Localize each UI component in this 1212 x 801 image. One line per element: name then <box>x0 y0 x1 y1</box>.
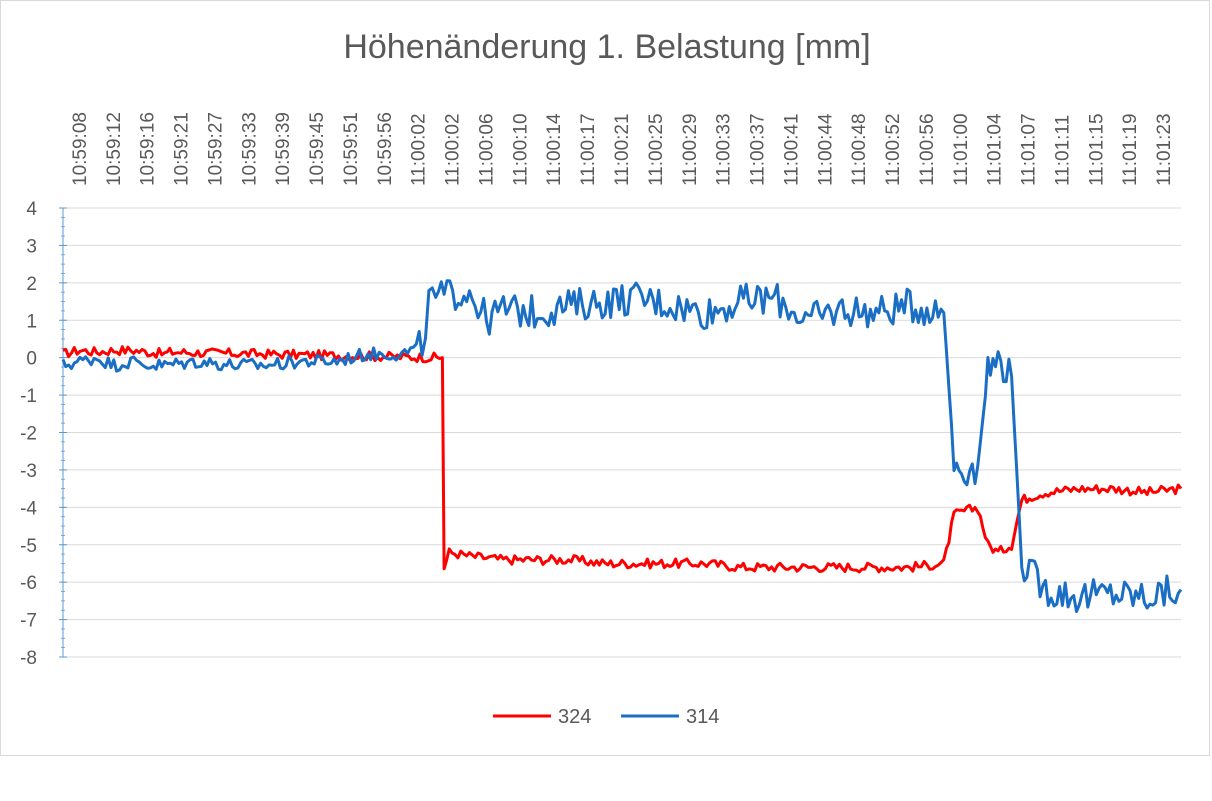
x-tick-label: 11:00:44 <box>815 113 836 186</box>
y-tick-label: 3 <box>26 236 37 257</box>
x-tick-label: 11:01:19 <box>1120 113 1141 186</box>
chart-title: Höhenänderung 1. Belastung [mm] <box>343 28 870 66</box>
x-tick-label: 10:59:16 <box>138 112 159 186</box>
grid-lines <box>63 207 1181 658</box>
x-tick-label: 10:59:45 <box>307 112 328 186</box>
x-tick-label: 10:59:27 <box>205 112 226 186</box>
x-tick-label: 11:00:48 <box>849 113 870 186</box>
x-tick-label: 11:00:37 <box>748 113 769 186</box>
x-tick-label: 11:00:02 <box>443 113 464 186</box>
x-tick-label: 11:00:29 <box>680 113 701 186</box>
x-tick-label: 10:59:33 <box>239 112 260 186</box>
series-line-314 <box>61 279 1183 613</box>
x-tick-label: 11:00:14 <box>544 113 565 186</box>
y-tick-label: -8 <box>20 648 37 669</box>
y-tick-label: 2 <box>26 274 37 295</box>
y-tick-label: -3 <box>20 461 37 482</box>
x-tick-label: 11:01:11 <box>1052 115 1073 186</box>
chart-frame: Höhenänderung 1. Belastung [mm] 4 3 2 1 0 -1 -… <box>0 0 1210 756</box>
x-tick-label: 10:59:51 <box>341 112 362 186</box>
x-tick-label: 11:00:25 <box>646 113 667 186</box>
y-tick-label: -6 <box>20 573 37 594</box>
legend-label-324: 324 <box>558 706 591 728</box>
y-tick-label: -1 <box>20 386 37 407</box>
x-tick-label: 10:59:21 <box>172 112 193 186</box>
x-tick-label: 11:01:23 <box>1154 113 1175 186</box>
legend-label-314: 314 <box>686 706 719 728</box>
x-tick-label: 11:00:06 <box>476 113 497 186</box>
y-tick-label: -7 <box>20 611 37 632</box>
y-tick-labels: 4 3 2 1 0 -1 -2 -3 -4 -5 -6 -7 -8 <box>20 199 37 669</box>
series-line-324 <box>62 345 1183 574</box>
x-tick-label: 11:00:33 <box>714 113 735 186</box>
x-tick-label: 10:59:39 <box>273 112 294 186</box>
x-tick-label: 11:01:00 <box>951 113 972 186</box>
x-tick-label: 11:00:17 <box>578 113 599 186</box>
x-tick-label: 11:00:21 <box>612 113 633 186</box>
y-tick-label: 1 <box>26 311 37 332</box>
x-tick-label: 10:59:12 <box>104 112 125 186</box>
series-lines <box>61 279 1183 613</box>
x-tick-labels: 10:59:08 10:59:12 10:59:16 10:59:21 10:59:27… <box>70 112 1175 186</box>
x-tick-label: 11:01:15 <box>1086 113 1107 186</box>
axes <box>59 207 67 658</box>
y-tick-label: -4 <box>20 498 37 519</box>
x-tick-label: 11:00:10 <box>510 113 531 186</box>
legend: 324 314 <box>493 706 719 728</box>
x-tick-label: 11:00:41 <box>781 113 802 186</box>
x-tick-label: 11:00:02 <box>409 113 430 186</box>
y-tick-label: -5 <box>20 536 37 557</box>
y-tick-label: -2 <box>20 424 37 445</box>
x-tick-label: 11:01:07 <box>1019 113 1040 186</box>
x-tick-label: 10:59:56 <box>375 112 396 186</box>
y-tick-label: 0 <box>26 349 37 370</box>
x-tick-label: 11:00:52 <box>883 113 904 186</box>
y-tick-label: 4 <box>26 199 37 220</box>
x-tick-label: 10:59:08 <box>70 112 91 186</box>
x-tick-label: 11:00:56 <box>917 113 938 186</box>
x-tick-label: 11:01:04 <box>985 113 1006 186</box>
